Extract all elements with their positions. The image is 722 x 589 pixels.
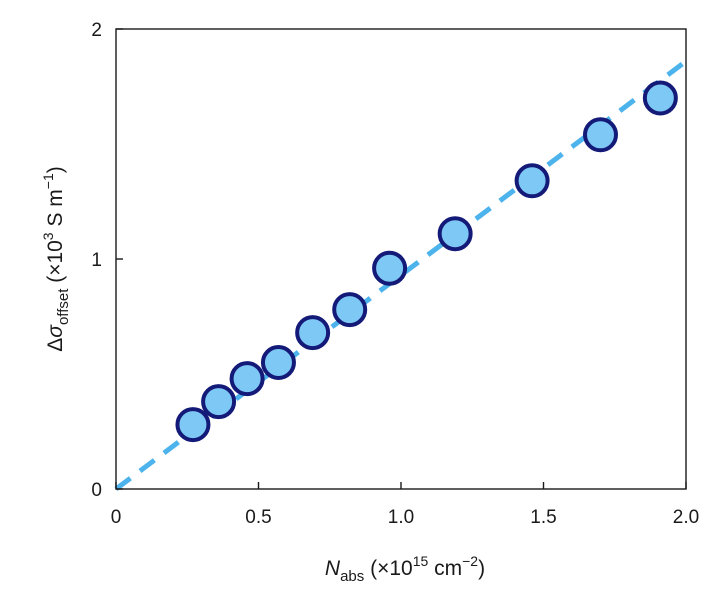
y-tick-label: 0	[91, 480, 102, 501]
y-axis-label: Δσoffset (×103 S m−1)	[40, 166, 72, 352]
data-point	[201, 384, 237, 420]
x-axis-symbol: N	[325, 557, 341, 580]
x-axis-label: Nabs (×1015 cm−2)	[325, 553, 485, 585]
data-points-layer	[175, 80, 678, 443]
data-point	[175, 407, 211, 443]
data-point	[260, 345, 296, 380]
y-axis-prefix: Δ	[44, 338, 67, 352]
y-axis-units-exp2: −1	[40, 173, 56, 189]
data-point	[229, 361, 265, 397]
x-tick-label: 1.0	[388, 507, 414, 528]
x-axis-units-suffix: )	[478, 557, 485, 580]
x-axis-units-exp: 15	[413, 553, 429, 569]
x-axis-units-prefix: (×10	[364, 557, 412, 580]
y-axis-units-mid: S m	[44, 189, 67, 232]
data-point	[514, 163, 550, 199]
data-point	[332, 292, 368, 328]
x-tick-label: 0	[111, 507, 122, 528]
data-point	[437, 216, 473, 252]
y-axis-subscript: offset	[55, 288, 72, 325]
y-tick-label: 1	[91, 250, 102, 271]
ticks-layer: 0 0.5 1.0 1.5 2.0 0 1 2	[91, 20, 699, 528]
y-axis-units-exp: 3	[40, 232, 56, 240]
x-tick-label: 2.0	[673, 507, 699, 528]
x-tick-label: 1.5	[530, 507, 556, 528]
x-axis-subscript: abs	[340, 568, 364, 585]
x-tick-label: 0.5	[245, 507, 271, 528]
y-tick-label: 2	[91, 20, 102, 41]
y-axis-symbol: σ	[44, 324, 67, 338]
x-axis-units-exp2: −2	[462, 553, 478, 569]
data-point	[372, 250, 408, 286]
x-axis-units-mid: cm	[428, 557, 462, 580]
y-axis-units-suffix: )	[44, 166, 67, 173]
data-point	[295, 315, 331, 351]
data-point	[642, 80, 678, 116]
y-axis-units-prefix: (×10	[44, 240, 67, 288]
data-point	[583, 117, 618, 153]
